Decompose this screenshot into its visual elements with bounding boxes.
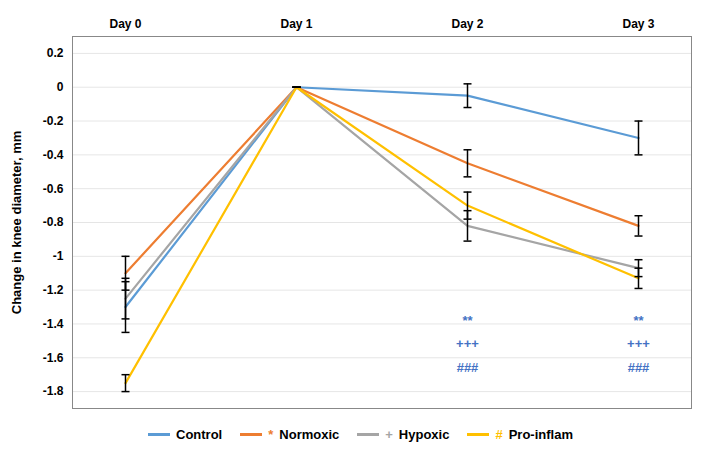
svg-text:-1: -1 [53, 249, 64, 263]
svg-text:Day 2: Day 2 [451, 17, 483, 31]
html-text:Control: Control [176, 426, 223, 442]
svg-text:**: ** [633, 313, 644, 328]
svg-text:###: ### [457, 360, 479, 375]
svg-text:Day 3: Day 3 [622, 17, 654, 31]
svg-text:Day 0: Day 0 [109, 17, 141, 31]
svg-text:+++: +++ [627, 336, 650, 351]
svg-text:-0.2: -0.2 [43, 114, 64, 128]
svg-text:-0.8: -0.8 [43, 215, 64, 229]
svg-text:-1.6: -1.6 [43, 351, 64, 365]
html-text:# Pro-inflam: # Pro-inflam [495, 426, 573, 442]
svg-text:+++: +++ [456, 336, 479, 351]
svg-text:-1.8: -1.8 [43, 384, 64, 398]
svg-text:Change in knee diameter, mm: Change in knee diameter, mm [9, 131, 24, 315]
svg-text:-0.4: -0.4 [43, 148, 64, 162]
svg-text:0: 0 [57, 80, 64, 94]
svg-text:Day 1: Day 1 [280, 17, 312, 31]
svg-text:-1.4: -1.4 [43, 317, 64, 331]
html-text:* Normoxic: * Normoxic [268, 426, 340, 442]
svg-text:**: ** [462, 313, 473, 328]
svg-text:###: ### [628, 360, 650, 375]
svg-text:-0.6: -0.6 [43, 182, 64, 196]
svg-text:-1.2: -1.2 [43, 283, 64, 297]
svg-text:0.2: 0.2 [47, 46, 64, 60]
html-text:+ Hypoxic: + Hypoxic [385, 426, 450, 442]
